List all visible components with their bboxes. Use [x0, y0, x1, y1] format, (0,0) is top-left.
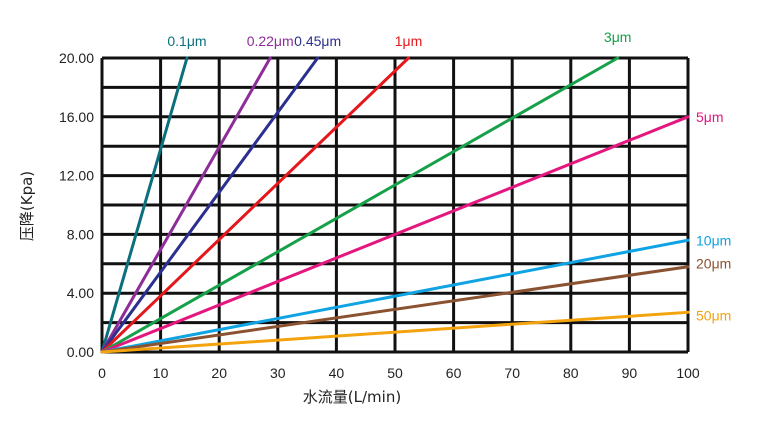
y-tick-label: 8.00: [67, 226, 94, 242]
series-line-8: [100, 310, 690, 354]
series-label-3: 1μm: [395, 33, 423, 49]
x-tick-label: 50: [387, 365, 403, 381]
y-axis-title: 压降(Kpa): [18, 171, 36, 241]
y-tick-label: 0.00: [67, 344, 94, 360]
series-line-2: [100, 56, 320, 354]
series-line-7: [100, 265, 690, 354]
series-line-5: [100, 115, 690, 354]
series-line-4: [100, 56, 620, 354]
grid: [100, 56, 690, 354]
x-tick-label: 30: [270, 365, 286, 381]
x-tick-label: 10: [153, 365, 169, 381]
y-tick-label: 4.00: [67, 285, 94, 301]
x-tick-label: 70: [504, 365, 520, 381]
series-labels: 0.1μm 0.22μm 0.45μm 1μm 3μm 5μm 10μm 20μm 50μm: [167, 29, 731, 323]
x-tick-labels: 0 10 20 30 40 50 60 70 80 90 100: [98, 365, 700, 381]
series-label-7: 20μm: [696, 256, 731, 272]
y-tick-label: 20.00: [59, 50, 94, 66]
x-tick-label: 0: [98, 365, 106, 381]
x-tick-label: 20: [211, 365, 227, 381]
x-tick-label: 100: [676, 365, 700, 381]
series-line-1: [100, 56, 272, 354]
series-line-3: [100, 56, 410, 354]
x-tick-label: 40: [329, 365, 345, 381]
series-label-8: 50μm: [696, 307, 731, 323]
series-label-4: 3μm: [604, 29, 632, 45]
series-lines: [100, 56, 690, 354]
y-tick-label: 16.00: [59, 109, 94, 125]
x-axis-title: 水流量(L/min): [303, 388, 401, 406]
series-label-6: 10μm: [696, 232, 731, 248]
x-tick-label: 60: [446, 365, 462, 381]
series-label-1: 0.22μm: [247, 33, 294, 49]
y-tick-labels: 0.00 4.00 8.00 12.00 16.00 20.00: [59, 50, 94, 360]
series-label-2: 0.45μm: [294, 33, 341, 49]
series-label-0: 0.1μm: [167, 33, 206, 49]
x-tick-label: 90: [622, 365, 638, 381]
y-tick-label: 12.00: [59, 168, 94, 184]
series-label-5: 5μm: [696, 109, 724, 125]
x-tick-label: 80: [563, 365, 579, 381]
series-line-6: [100, 238, 690, 354]
series-line-0: [100, 56, 189, 354]
